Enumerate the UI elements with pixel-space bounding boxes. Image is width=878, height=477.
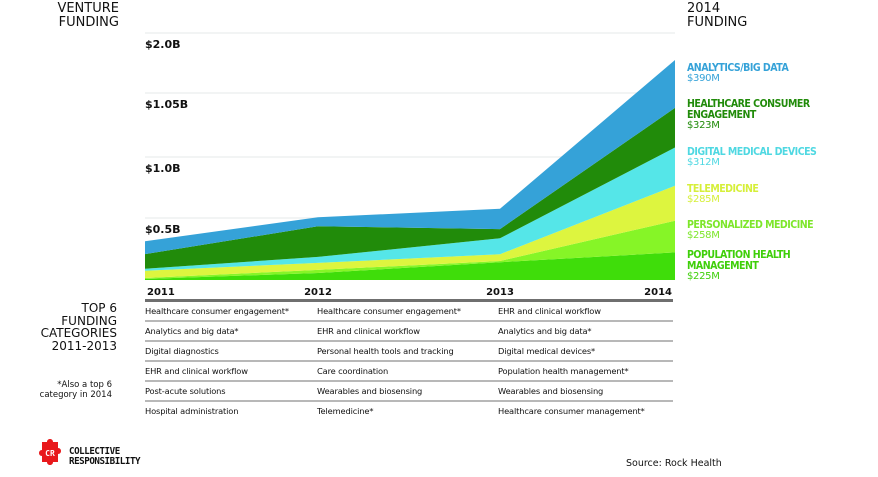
table-cell-2013: Healthcare consumer management* <box>498 406 645 416</box>
area-healthcare-consumer-engagement <box>145 107 675 269</box>
area-analytics-big-data <box>145 60 675 255</box>
top6-table: Healthcare consumer engagement* Healthcar… <box>145 299 673 420</box>
table-cell-2013: Digital medical devices* <box>498 346 596 356</box>
legend-label: HEALTHCARE CONSUMER <box>687 97 810 110</box>
table-row: Digital diagnostics Personal health tools… <box>145 342 673 362</box>
table-cell-2011: Analytics and big data* <box>145 326 239 336</box>
top6-title: TOP 6 FUNDING CATEGORIES 2011-2013 <box>20 302 117 352</box>
table-cell-2011: Healthcare consumer engagement* <box>145 306 289 316</box>
table-row: EHR and clinical workflow Care coordinati… <box>145 362 673 382</box>
legend-value: $225M <box>687 271 720 282</box>
legend-value: $323M <box>687 120 720 131</box>
table-row: Healthcare consumer engagement* Healthcar… <box>145 302 673 322</box>
legend-label: POPULATION HEALTH <box>687 248 791 261</box>
y-axis-ticks: $0.5B $1.0B $1.05B $2.0B <box>145 38 188 236</box>
table-row: Hospital administration Telemedicine* Heal… <box>145 402 673 420</box>
x-tick-label: 2012 <box>304 287 332 298</box>
y-tick-label: $1.05B <box>145 98 188 111</box>
y-tick-label: $1.0B <box>145 162 181 175</box>
y-tick-label: $0.5B <box>145 223 181 236</box>
table-cell-2012: Personal health tools and tracking <box>317 346 454 356</box>
stacked-area-chart: $0.5B $1.0B $1.05B $2.0B 2011 2012 2013 2014 <box>145 32 675 298</box>
legend-value: $258M <box>687 230 720 241</box>
logo-initials: CR <box>45 449 55 458</box>
x-tick-label: 2014 <box>644 287 672 298</box>
table-cell-2012: Care coordination <box>317 366 389 376</box>
legend-label: PERSONALIZED MEDICINE <box>687 218 814 231</box>
table-cell-2013: Analytics and big data* <box>498 326 592 336</box>
table-cell-2013: Population health management* <box>498 366 629 376</box>
table-body: Healthcare consumer engagement* Healthcar… <box>145 302 673 420</box>
table-cell-2013: Wearables and biosensing <box>498 386 604 396</box>
area-digital-medical-devices <box>145 147 675 271</box>
venture-title-line-2: FUNDING <box>58 15 119 30</box>
logo-line: RESPONSIBILITY <box>69 456 141 467</box>
table-cell-2012: Telemedicine* <box>317 406 374 416</box>
area-personalized-medicine <box>145 220 675 279</box>
funding-2014-title-line-1: 2014 <box>687 1 721 16</box>
table-cell-2012: EHR and clinical workflow <box>317 326 420 336</box>
legend-item: PERSONALIZED MEDICINE $258M <box>687 219 834 242</box>
table-cell-2011: EHR and clinical workflow <box>145 366 248 376</box>
legend-label: ANALYTICS/BIG DATA <box>687 61 789 74</box>
table-cell-2011: Hospital administration <box>145 406 239 416</box>
x-axis-ticks: 2011 2012 2013 2014 <box>147 287 672 298</box>
area-layers <box>145 60 675 280</box>
funding-2014-title: 2014 FUNDING <box>687 2 747 30</box>
top6-footnote: *Also a top 6 category in 2014 <box>20 380 112 400</box>
y-tick-label: $2.0B <box>145 38 181 51</box>
table-cell-2012: Wearables and biosensing <box>317 386 423 396</box>
table-row: Post-acute solutions Wearables and biosen… <box>145 382 673 402</box>
legend-item: POPULATION HEALTH MANAGEMENT $225M <box>687 249 807 283</box>
legend-item: TELEMEDICINE $285M <box>687 183 770 206</box>
table-top-rule <box>145 299 673 302</box>
top6-title-line: TOP 6 <box>81 301 117 315</box>
table-row: Analytics and big data* EHR and clinical … <box>145 322 673 342</box>
footnote-line: category in 2014 <box>39 390 112 400</box>
footnote-line: *Also a top 6 <box>57 380 112 390</box>
table-cell-2011: Post-acute solutions <box>145 386 226 396</box>
logo-wordmark: COLLECTIVE RESPONSIBILITY <box>69 446 141 467</box>
legend-value: $312M <box>687 157 720 168</box>
puzzle-piece-icon: CR <box>39 439 61 465</box>
table-cell-2013: EHR and clinical workflow <box>498 306 601 316</box>
x-tick-label: 2011 <box>147 287 175 298</box>
legend-label: MANAGEMENT <box>687 259 759 272</box>
funding-2014-title-line-2: FUNDING <box>687 15 748 30</box>
legend-item: ANALYTICS/BIG DATA $390M <box>687 62 805 85</box>
table-cell-2011: Digital diagnostics <box>145 346 219 356</box>
x-tick-label: 2013 <box>486 287 514 298</box>
area-population-health-management <box>145 252 675 280</box>
venture-title-line-1: VENTURE <box>57 1 119 16</box>
source-credit: Source: Rock Health <box>626 458 722 469</box>
top6-title-line: 2011-2013 <box>51 338 117 353</box>
legend-value: $285M <box>687 194 720 205</box>
legend-label: ENGAGEMENT <box>687 108 756 121</box>
logo-line: COLLECTIVE <box>69 446 120 457</box>
legend-label: DIGITAL MEDICAL DEVICES <box>687 145 817 158</box>
legend-value: $390M <box>687 73 720 84</box>
top6-title-line: FUNDING <box>61 313 117 328</box>
area-telemedicine <box>145 185 675 278</box>
top6-title-line: CATEGORIES <box>40 326 117 340</box>
venture-funding-title: VENTURE FUNDING <box>55 2 119 30</box>
legend-item: HEALTHCARE CONSUMER ENGAGEMENT $323M <box>687 98 830 132</box>
legend-label: TELEMEDICINE <box>687 182 759 195</box>
table-cell-2012: Healthcare consumer engagement* <box>317 306 461 316</box>
legend-item: DIGITAL MEDICAL DEVICES $312M <box>687 146 837 169</box>
